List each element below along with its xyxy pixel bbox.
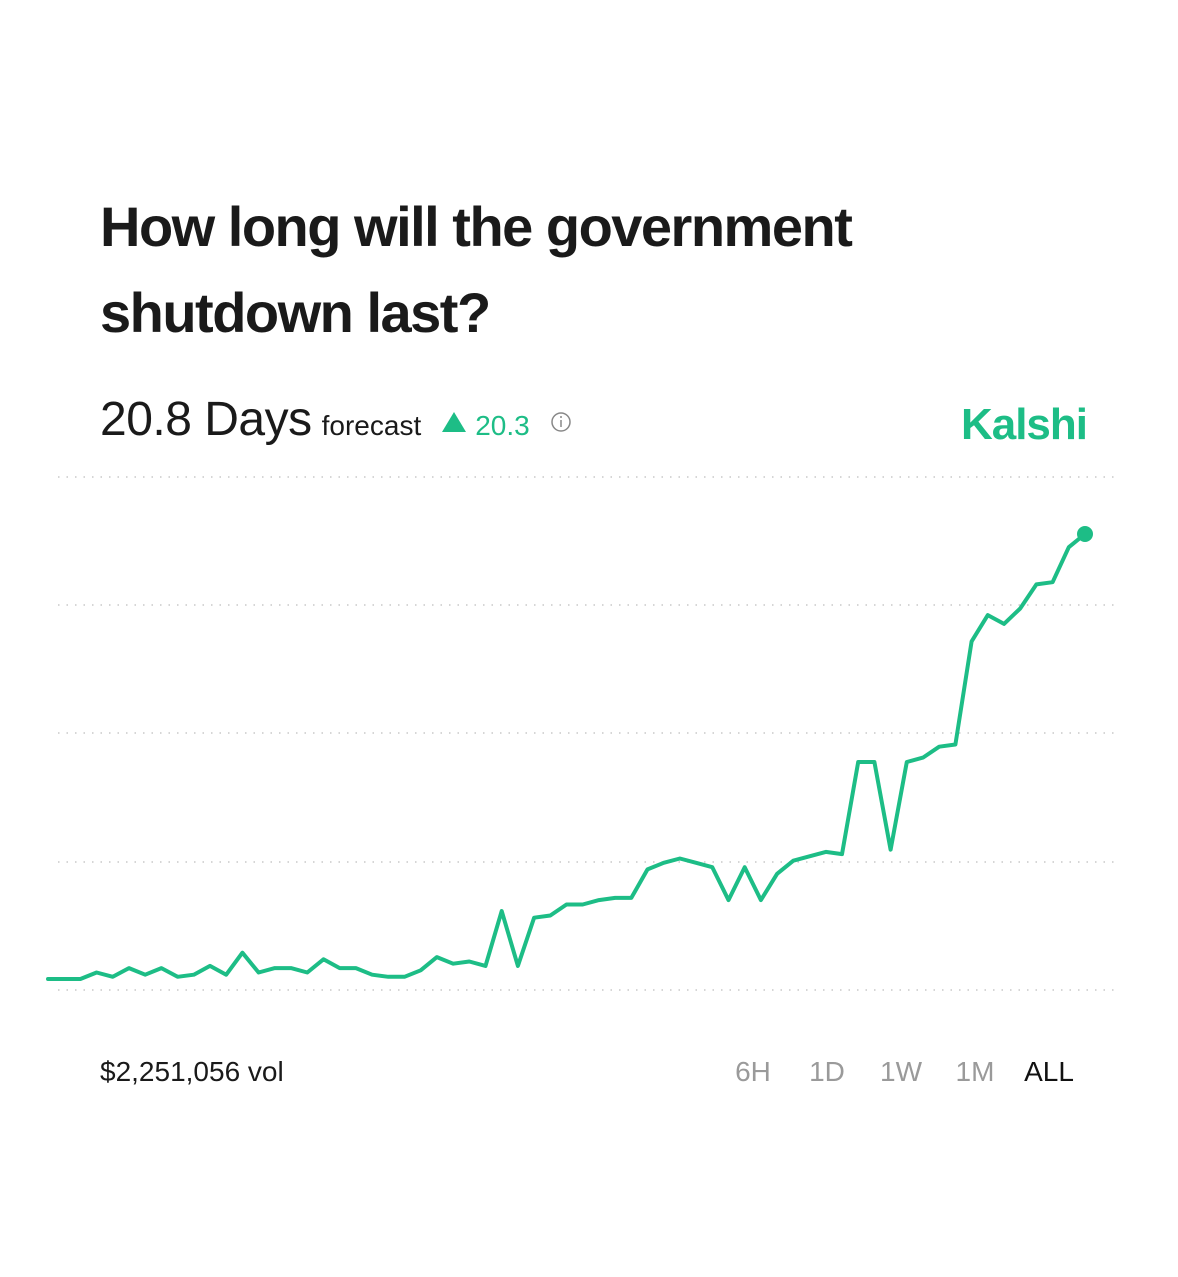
price-line bbox=[46, 532, 1087, 981]
range-button[interactable]: ALL bbox=[1024, 1056, 1074, 1087]
forecast-change: 20.3 bbox=[475, 410, 530, 441]
up-arrow bbox=[442, 412, 467, 432]
range-selector: 6H 1D 1W 1M ALL bbox=[716, 1056, 1086, 1088]
range-button[interactable]: 1W bbox=[880, 1056, 922, 1087]
forecast-label: forecast bbox=[321, 410, 422, 441]
last-point bbox=[1077, 526, 1093, 542]
range-button[interactable]: 1M bbox=[955, 1056, 995, 1087]
title: How long will the government shutdown la… bbox=[100, 195, 853, 344]
volume: $2,251,056 vol bbox=[100, 1056, 284, 1087]
forecast-row: 20.8 Days forecast 20.3 bbox=[100, 392, 572, 452]
forecast-value: 20.8 Days bbox=[100, 393, 312, 446]
info-icon[interactable] bbox=[550, 411, 572, 433]
grid bbox=[58, 476, 1120, 991]
range-button[interactable]: 1D bbox=[809, 1056, 845, 1087]
brand: Kalshi bbox=[960, 400, 1088, 449]
range-button[interactable]: 6H bbox=[735, 1056, 771, 1087]
